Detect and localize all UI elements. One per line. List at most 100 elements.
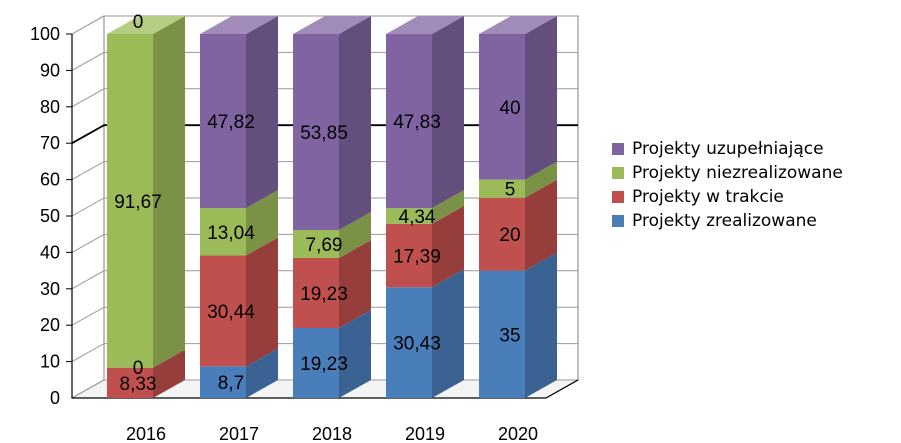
y-tick-label: 30 bbox=[40, 279, 60, 299]
bar-segment bbox=[200, 255, 246, 367]
x-tick-label: 2018 bbox=[312, 424, 352, 443]
bar-segment-side bbox=[339, 212, 371, 259]
bar-segment-side bbox=[432, 205, 464, 288]
bar-segment bbox=[479, 270, 525, 398]
data-label: 0 bbox=[133, 358, 144, 379]
bar-segment-side bbox=[525, 179, 557, 271]
bar-stack-2017 bbox=[200, 16, 278, 398]
data-labels: 8,33 91,67 0 8,7 30,44 13,04 47,82 19,23 19,23 7,… bbox=[114, 12, 520, 395]
bar-top bbox=[386, 16, 464, 35]
y-tick-label: 50 bbox=[40, 206, 60, 226]
data-label: 30,43 bbox=[393, 334, 441, 355]
y-tick-label: 40 bbox=[40, 242, 60, 262]
y-axis-labels: 0 10 20 30 40 50 60 70 80 90 100 bbox=[30, 24, 60, 408]
bar-segment-side bbox=[246, 348, 278, 398]
bar-segment bbox=[479, 179, 525, 198]
x-axis-labels: 2016 2017 2018 2019 2020 bbox=[126, 424, 538, 443]
bar-segment-side bbox=[432, 190, 464, 224]
data-label: 7,69 bbox=[306, 235, 343, 256]
bar-segment-side bbox=[432, 269, 464, 398]
bar-segment bbox=[293, 34, 339, 231]
bar-segment-side bbox=[246, 237, 278, 367]
y-tick-label: 70 bbox=[40, 133, 60, 153]
y-tick-label: 80 bbox=[40, 97, 60, 117]
legend-item: Projekty uzupełniające bbox=[612, 137, 843, 161]
bar-top bbox=[293, 16, 371, 34]
bar-stack-2020 bbox=[479, 16, 557, 398]
data-label: 17,39 bbox=[393, 247, 441, 268]
data-label: 30,44 bbox=[207, 302, 255, 323]
bar-segment-side bbox=[525, 16, 557, 180]
gridline bbox=[71, 15, 578, 35]
y-tick-label: 100 bbox=[30, 24, 60, 44]
data-label: 4,34 bbox=[399, 207, 436, 228]
x-tick-label: 2017 bbox=[219, 424, 259, 443]
data-label: 13,04 bbox=[207, 223, 255, 244]
bar-segment bbox=[386, 287, 432, 398]
bar-segment-side bbox=[525, 252, 557, 398]
bar-segment-side bbox=[246, 16, 278, 209]
x-tick-label: 2019 bbox=[405, 424, 445, 443]
legend-item: Projekty zrealizowane bbox=[612, 209, 843, 233]
legend-label: Projekty niezrealizowane bbox=[632, 163, 843, 183]
data-label: 20 bbox=[499, 225, 520, 246]
bars bbox=[107, 16, 557, 398]
legend-swatch bbox=[612, 167, 624, 179]
legend-swatch bbox=[612, 143, 624, 155]
y-tick-label: 20 bbox=[40, 315, 60, 335]
bar-segment bbox=[293, 258, 339, 329]
data-label: 19,23 bbox=[300, 354, 348, 375]
data-label: 8,33 bbox=[120, 374, 157, 395]
bar-top bbox=[479, 16, 557, 34]
bar-top bbox=[107, 16, 185, 34]
bar-segment-side bbox=[525, 161, 557, 198]
data-label: 19,23 bbox=[300, 284, 348, 305]
bar-segment bbox=[386, 208, 432, 224]
bar-segment bbox=[293, 328, 339, 398]
y-tick-label: 90 bbox=[40, 60, 60, 80]
legend-label: Projekty w trakcie bbox=[632, 187, 784, 207]
bar-stack-2019 bbox=[386, 16, 464, 398]
legend-item: Projekty niezrealizowane bbox=[612, 161, 843, 185]
bar-segment-side bbox=[432, 16, 464, 209]
legend-swatch bbox=[612, 191, 624, 203]
bar-segment bbox=[200, 34, 246, 209]
data-label: 91,67 bbox=[114, 192, 162, 213]
x-tick-label: 2020 bbox=[498, 424, 538, 443]
bar-segment-side bbox=[246, 190, 278, 256]
bar-segment bbox=[107, 367, 153, 398]
data-label: 47,82 bbox=[207, 112, 255, 133]
bar-segment-side bbox=[153, 349, 185, 398]
bar-segment bbox=[200, 208, 246, 256]
legend-label: Projekty zrealizowane bbox=[632, 211, 817, 231]
y-tick-label: 60 bbox=[40, 170, 60, 190]
bar-stack-2018 bbox=[293, 16, 371, 398]
legend: Projekty uzupełniające Projekty niezreali… bbox=[612, 137, 843, 233]
bar-segment bbox=[293, 230, 339, 259]
data-label: 5 bbox=[505, 180, 516, 201]
legend-item: Projekty w trakcie bbox=[612, 185, 843, 209]
bar-segment bbox=[479, 34, 525, 180]
bar-segment bbox=[200, 366, 246, 398]
data-label: 47,83 bbox=[393, 112, 441, 133]
legend-swatch bbox=[612, 215, 624, 227]
data-label: 40 bbox=[499, 98, 520, 119]
bar-segment-side bbox=[339, 16, 371, 231]
bar-segment bbox=[386, 34, 432, 209]
bar-stack-2016 bbox=[107, 16, 185, 398]
bar-top bbox=[200, 16, 278, 34]
y-tick-label: 0 bbox=[50, 388, 60, 408]
bar-segment bbox=[479, 197, 525, 271]
bar-segment bbox=[386, 223, 432, 288]
bar-segment bbox=[107, 34, 153, 368]
bar-segment-side bbox=[339, 310, 371, 398]
x-axis-depth bbox=[545, 379, 579, 399]
data-label: 35 bbox=[499, 325, 520, 346]
legend-label: Projekty uzupełniające bbox=[632, 139, 824, 159]
data-label: 8,7 bbox=[218, 373, 244, 394]
bar-segment-side bbox=[339, 240, 371, 329]
bar-segment-side bbox=[153, 16, 185, 368]
y-tick-label: 10 bbox=[40, 352, 60, 372]
x-tick-label: 2016 bbox=[126, 424, 166, 443]
